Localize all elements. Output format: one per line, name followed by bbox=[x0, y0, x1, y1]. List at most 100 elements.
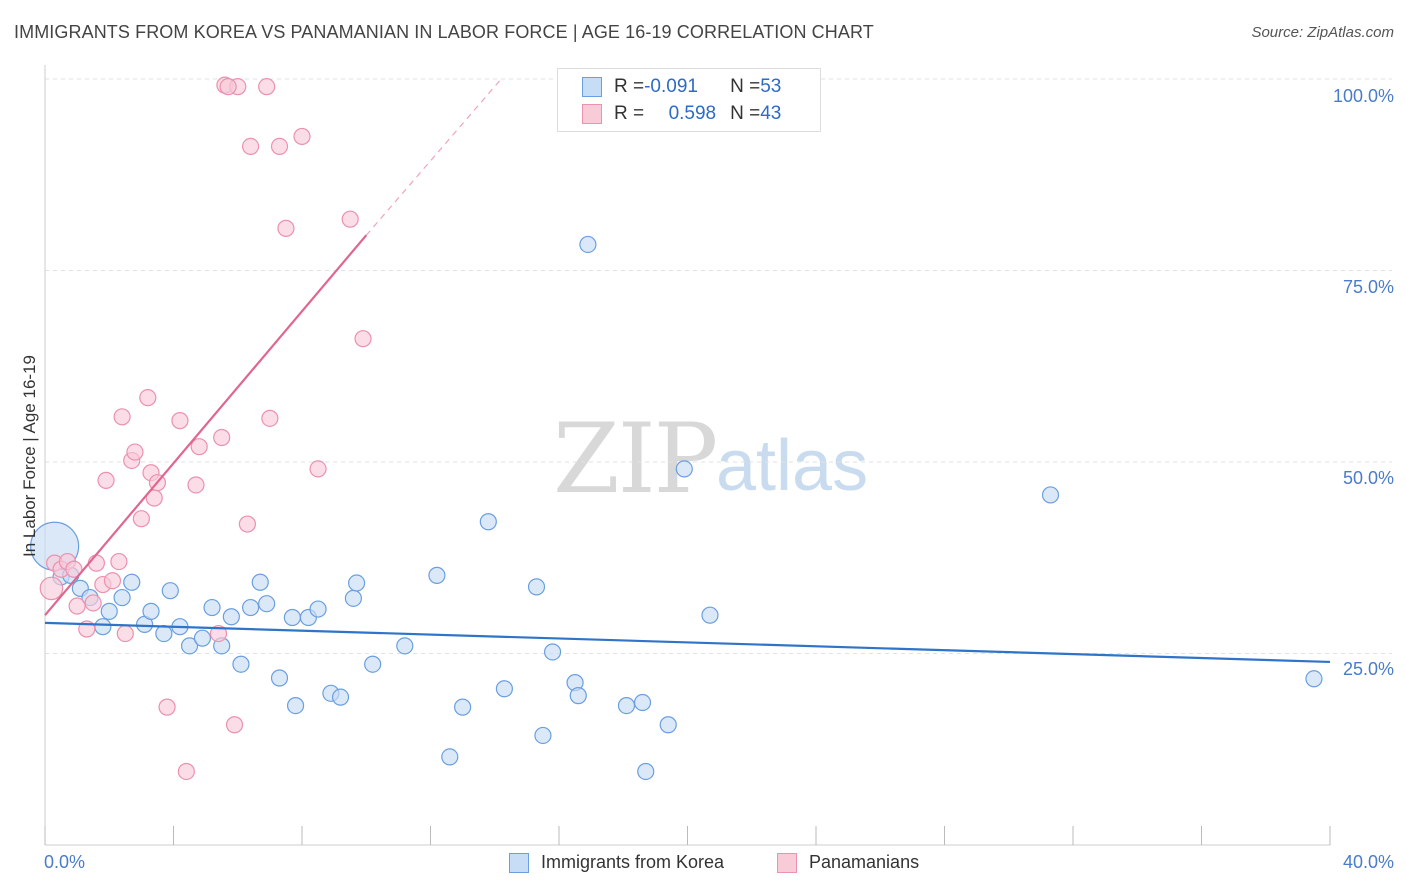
korea-point bbox=[441, 748, 459, 766]
korea-point bbox=[1305, 670, 1323, 688]
panamanian-point bbox=[97, 471, 115, 489]
panamanians-swatch bbox=[582, 104, 602, 124]
n-value: 43 bbox=[760, 103, 782, 124]
y-tick-label: 50.0% bbox=[1342, 468, 1394, 488]
correlation-legend: R = -0.091 N = 53 R = 0.598 N = 43 bbox=[557, 68, 821, 132]
korea-point bbox=[113, 588, 131, 607]
legend-item-korea[interactable]: Immigrants from Korea bbox=[509, 852, 724, 873]
korea-point bbox=[527, 578, 546, 596]
korea-point bbox=[123, 573, 141, 591]
korea-point bbox=[617, 696, 636, 715]
korea-point bbox=[675, 460, 693, 478]
korea-point bbox=[428, 566, 446, 584]
panamanian-point bbox=[87, 554, 106, 572]
panamanian-point bbox=[113, 408, 131, 426]
panamanian-point bbox=[293, 127, 311, 146]
legend-row-korea: R = -0.091 N = 53 bbox=[582, 75, 781, 99]
korea-trendline bbox=[44, 621, 1331, 664]
panamanian-point bbox=[132, 510, 150, 528]
panamanian-point bbox=[103, 572, 122, 590]
panamanian-point bbox=[242, 137, 260, 156]
r-value: 0.598 bbox=[668, 103, 717, 124]
panamanian-point bbox=[139, 389, 157, 407]
korea-point bbox=[495, 680, 513, 698]
legend-row-panamanians: R = 0.598 N = 43 bbox=[582, 102, 781, 126]
y-tick-label: 100.0% bbox=[1332, 86, 1394, 106]
x-tick-label: 40.0% bbox=[1342, 852, 1394, 872]
legend-label: Panamanians bbox=[809, 852, 920, 872]
legend-label: Immigrants from Korea bbox=[541, 852, 725, 872]
panamanian-trendline-extension bbox=[365, 78, 502, 236]
panamanian-point bbox=[309, 460, 327, 478]
korea-point bbox=[454, 698, 472, 716]
panamanian-point bbox=[213, 428, 231, 447]
r-label: R = bbox=[614, 103, 645, 124]
legend-item-panamanians[interactable]: Panamanians bbox=[777, 852, 919, 873]
n-label: N = bbox=[730, 76, 761, 97]
panamanian-point bbox=[177, 762, 195, 781]
panamanian-point bbox=[258, 78, 276, 96]
korea-point bbox=[161, 582, 179, 600]
panamanian-point bbox=[225, 716, 244, 734]
panamanian-point bbox=[116, 624, 134, 643]
n-label: N = bbox=[730, 103, 761, 124]
korea-point bbox=[659, 716, 677, 734]
r-label: R = bbox=[614, 76, 645, 97]
y-axis-label: In Labor Force | Age 16-19 bbox=[20, 355, 39, 557]
panamanian-point bbox=[171, 412, 189, 430]
korea-point bbox=[637, 762, 655, 781]
korea-point bbox=[258, 595, 276, 613]
watermark-atlas: atlas bbox=[716, 426, 869, 506]
korea-point bbox=[1041, 486, 1060, 504]
korea-point bbox=[396, 637, 414, 655]
korea-point bbox=[286, 696, 305, 715]
panamanian-point bbox=[261, 409, 279, 427]
panamanian-point bbox=[65, 560, 83, 578]
korea-point bbox=[331, 688, 350, 706]
korea-point bbox=[479, 513, 497, 531]
korea-point bbox=[569, 687, 587, 705]
panamanian-point bbox=[110, 552, 128, 571]
r-value: -0.091 bbox=[644, 76, 698, 97]
series-legend: Immigrants from Korea Panamanians bbox=[0, 852, 1406, 876]
korea-point bbox=[94, 618, 112, 636]
korea-point bbox=[579, 235, 597, 254]
y-tick-label: 75.0% bbox=[1342, 277, 1394, 297]
korea-point bbox=[344, 589, 362, 607]
korea-point bbox=[534, 726, 552, 745]
korea-swatch bbox=[509, 852, 529, 873]
source-text: Source: ZipAtlas.com bbox=[1251, 24, 1394, 41]
chart-title: IMMIGRANTS FROM KOREA VS PANAMANIAN IN L… bbox=[14, 22, 874, 42]
x-tick-label: 0.0% bbox=[44, 852, 86, 872]
panamanian-point bbox=[277, 219, 295, 237]
korea-point bbox=[203, 598, 221, 617]
y-tick-label: 25.0% bbox=[1342, 659, 1394, 679]
korea-point bbox=[242, 598, 260, 617]
panamanian-point bbox=[270, 137, 289, 156]
korea-point bbox=[155, 624, 173, 643]
korea-point bbox=[283, 608, 301, 627]
panamanian-point bbox=[209, 624, 228, 643]
korea-point bbox=[701, 606, 719, 624]
korea-point bbox=[142, 602, 160, 620]
watermark-zip: ZIP bbox=[553, 403, 718, 515]
panamanian-point bbox=[238, 515, 256, 533]
korea-point bbox=[543, 643, 562, 661]
korea-point bbox=[270, 669, 289, 687]
korea-point bbox=[348, 574, 366, 592]
korea-point bbox=[633, 693, 652, 712]
panamanian-point bbox=[158, 698, 176, 716]
panamanian-point bbox=[219, 78, 237, 96]
korea-point bbox=[222, 608, 240, 626]
panamanian-point bbox=[341, 210, 359, 228]
panamanian-point bbox=[187, 476, 205, 494]
korea-point bbox=[309, 600, 327, 618]
korea-point bbox=[232, 655, 250, 673]
n-value: 53 bbox=[760, 76, 782, 97]
korea-point bbox=[193, 629, 212, 647]
panamanian-point bbox=[354, 330, 372, 348]
panamanian-point bbox=[126, 443, 144, 461]
korea-point bbox=[180, 637, 199, 655]
panamanian-point bbox=[84, 594, 102, 612]
